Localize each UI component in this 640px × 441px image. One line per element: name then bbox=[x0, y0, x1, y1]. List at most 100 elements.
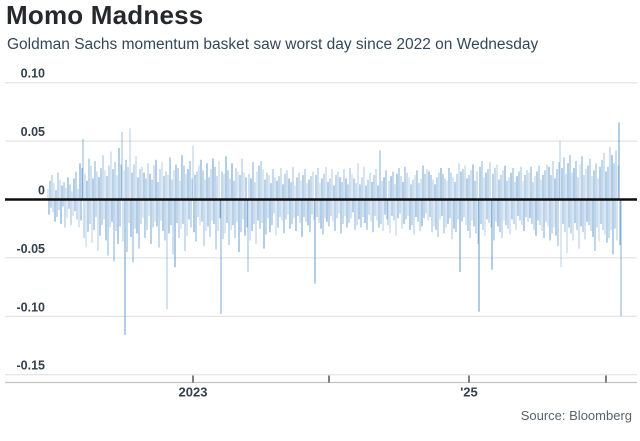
bar bbox=[86, 180, 88, 200]
bar bbox=[452, 177, 454, 200]
bar bbox=[522, 180, 524, 200]
bar bbox=[141, 166, 143, 200]
bar bbox=[132, 199, 134, 263]
bar bbox=[483, 177, 485, 200]
bar bbox=[406, 172, 408, 200]
bar bbox=[611, 155, 613, 200]
bar bbox=[338, 199, 340, 214]
bar bbox=[61, 185, 63, 200]
bar bbox=[269, 199, 271, 233]
bar bbox=[170, 199, 172, 226]
bar bbox=[441, 199, 443, 216]
bar bbox=[88, 158, 90, 200]
bar bbox=[599, 166, 601, 200]
bar bbox=[260, 161, 262, 200]
bar bbox=[288, 178, 290, 200]
bar bbox=[345, 178, 347, 200]
bar bbox=[202, 170, 204, 200]
bar bbox=[219, 199, 221, 219]
bar bbox=[617, 165, 619, 200]
bar bbox=[361, 177, 363, 200]
bar bbox=[320, 199, 322, 229]
bar bbox=[285, 199, 287, 220]
bar bbox=[467, 199, 469, 231]
bar bbox=[457, 199, 459, 220]
bar bbox=[461, 199, 463, 222]
bar bbox=[279, 199, 281, 217]
bar bbox=[216, 176, 218, 200]
bar bbox=[427, 199, 429, 221]
bar bbox=[111, 199, 113, 222]
x-axis-label: 2023 bbox=[179, 385, 208, 400]
bar bbox=[572, 199, 574, 241]
bar bbox=[263, 199, 265, 249]
bar bbox=[161, 162, 163, 200]
bar bbox=[200, 159, 202, 200]
bar bbox=[376, 199, 378, 221]
bar bbox=[208, 177, 210, 200]
bar bbox=[316, 199, 318, 217]
bar bbox=[360, 199, 362, 228]
bar bbox=[292, 166, 294, 200]
bar bbox=[113, 199, 115, 262]
bar bbox=[197, 199, 199, 217]
bar bbox=[119, 199, 121, 227]
bar bbox=[303, 199, 305, 217]
bar bbox=[107, 199, 109, 256]
bar bbox=[559, 141, 561, 200]
bar bbox=[386, 199, 388, 220]
bar bbox=[460, 171, 462, 200]
bar bbox=[585, 169, 587, 200]
bar bbox=[226, 199, 228, 223]
bar bbox=[47, 189, 49, 200]
bar bbox=[518, 171, 520, 200]
bar bbox=[125, 159, 127, 200]
bar bbox=[87, 199, 89, 233]
bar bbox=[346, 199, 348, 228]
bar bbox=[398, 168, 400, 200]
bar bbox=[214, 166, 216, 200]
bar bbox=[419, 199, 421, 231]
bar bbox=[525, 199, 527, 217]
bar bbox=[344, 199, 346, 216]
bar bbox=[333, 185, 335, 200]
bar bbox=[339, 177, 341, 200]
bar bbox=[130, 199, 132, 237]
x-axis-label: '25 bbox=[460, 385, 478, 400]
bar bbox=[137, 177, 139, 200]
bar bbox=[140, 199, 142, 224]
bar bbox=[486, 199, 488, 220]
bar bbox=[600, 199, 602, 224]
bar bbox=[163, 176, 165, 200]
bar bbox=[231, 163, 233, 200]
bar bbox=[590, 199, 592, 231]
bar bbox=[357, 163, 359, 200]
y-axis-label: -0.15 bbox=[17, 359, 46, 373]
bar bbox=[393, 199, 395, 221]
bar bbox=[561, 168, 563, 200]
bar bbox=[539, 199, 541, 226]
bar bbox=[256, 171, 258, 200]
bar bbox=[297, 199, 299, 216]
bar bbox=[426, 169, 428, 200]
bar bbox=[355, 183, 357, 200]
bar bbox=[598, 199, 600, 242]
bar bbox=[391, 199, 393, 216]
bar bbox=[112, 169, 114, 200]
bar bbox=[91, 199, 93, 243]
bar bbox=[131, 172, 133, 200]
bar bbox=[201, 199, 203, 222]
bar bbox=[149, 173, 151, 200]
bar bbox=[52, 199, 54, 213]
bar bbox=[136, 199, 138, 234]
bar bbox=[384, 199, 386, 215]
bar bbox=[536, 171, 538, 200]
bar bbox=[124, 199, 126, 335]
bar bbox=[174, 199, 176, 268]
y-axis-label: 0.10 bbox=[21, 67, 45, 81]
bar bbox=[189, 161, 191, 200]
bar bbox=[215, 199, 217, 250]
bar bbox=[378, 199, 380, 228]
bar bbox=[244, 199, 246, 236]
bar bbox=[253, 199, 255, 224]
